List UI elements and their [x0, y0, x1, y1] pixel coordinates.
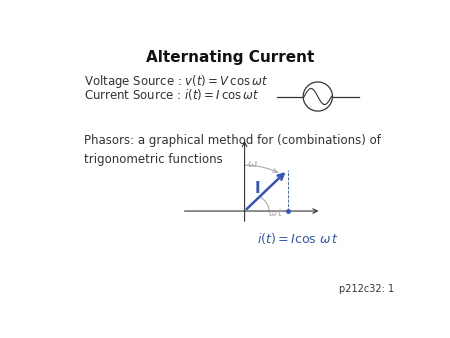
- Text: $\omega\,t$: $\omega\,t$: [268, 206, 284, 218]
- Text: p212c32: 1: p212c32: 1: [339, 284, 395, 294]
- Text: Phasors: a graphical method for (combinations) of
trigonometric functions: Phasors: a graphical method for (combina…: [84, 134, 381, 166]
- Text: $\omega$: $\omega$: [248, 159, 258, 169]
- Text: Current Source : $i(t) = I\,\mathrm{cos}\,\omega t$: Current Source : $i(t) = I\,\mathrm{cos}…: [84, 88, 260, 102]
- Text: $\mathbf{I}$: $\mathbf{I}$: [254, 180, 261, 196]
- Text: Voltage Source : $v(t) = V\,\mathrm{cos}\,\omega t$: Voltage Source : $v(t) = V\,\mathrm{cos}…: [84, 73, 269, 90]
- Text: $i(t){=}I\cos\,\omega\,t$: $i(t){=}I\cos\,\omega\,t$: [257, 231, 339, 245]
- Text: Alternating Current: Alternating Current: [146, 50, 315, 65]
